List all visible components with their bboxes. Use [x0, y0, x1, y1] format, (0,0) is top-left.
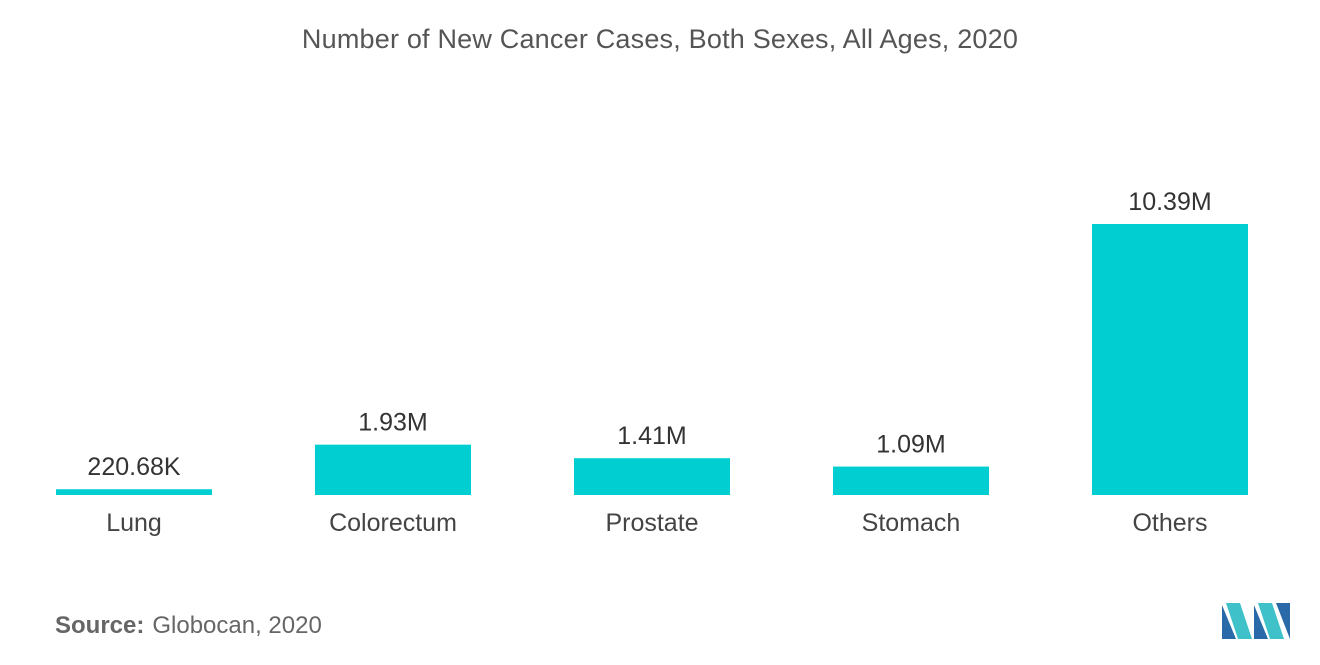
- source-note: Source: Globocan, 2020: [55, 612, 322, 640]
- source-label: Source:: [55, 612, 145, 639]
- category-label-others: Others: [1132, 509, 1207, 537]
- bar-lung: [56, 489, 212, 495]
- bar-colorectum: [315, 444, 471, 495]
- logo-shape-mid-a: [1226, 603, 1252, 639]
- category-label-colorectum: Colorectum: [329, 509, 457, 537]
- category-label-stomach: Stomach: [862, 509, 961, 537]
- bar-prostate: [574, 458, 730, 495]
- bar-chart: 220.68K Lung 1.93M Colorectum 1.41M Prostate 1…: [56, 188, 1248, 537]
- value-label-prostate: 1.41M: [617, 422, 686, 450]
- value-label-colorectum: 1.93M: [358, 409, 427, 437]
- bar-others: [1092, 224, 1248, 495]
- category-label-prostate: Prostate: [605, 509, 698, 537]
- chart-title: Number of New Cancer Cases, Both Sexes, …: [301, 24, 1019, 54]
- value-label-lung: 220.68K: [87, 453, 180, 481]
- category-label-lung: Lung: [106, 509, 162, 537]
- value-label-stomach: 1.09M: [876, 431, 945, 459]
- bar-stomach: [833, 466, 989, 495]
- mordor-intelligence-logo-icon: [1222, 603, 1290, 639]
- logo-shape-left: [1222, 605, 1236, 639]
- logo-shape-right-b: [1276, 603, 1290, 639]
- source-text: Globocan, 2020: [152, 612, 322, 639]
- logo-shape-right-a: [1258, 603, 1284, 639]
- value-label-others: 10.39M: [1128, 188, 1211, 216]
- logo-shape-mid-b: [1254, 605, 1268, 639]
